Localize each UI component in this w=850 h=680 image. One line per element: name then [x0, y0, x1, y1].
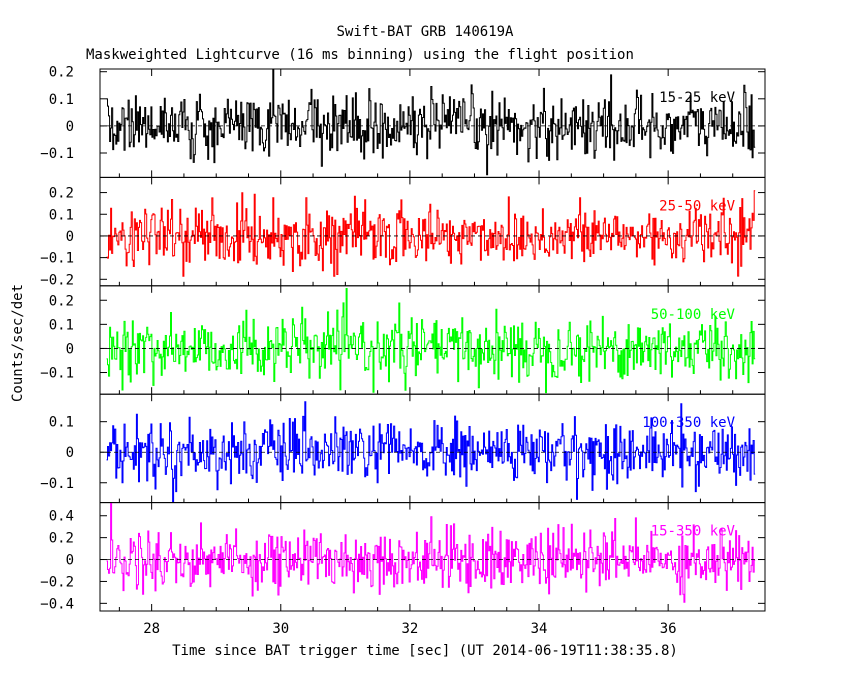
series-line-0: [106, 69, 756, 176]
panel-frame: [99, 502, 766, 612]
panel-25-50-kev: −0.2 −0.1 0 0.1 0.2 25-50 keV: [40, 176, 766, 288]
y-tick-label: −0.1: [40, 251, 74, 267]
band-label: 100-350 keV: [642, 415, 735, 431]
x-tick-label: 30: [272, 621, 289, 637]
y-tick-label: 0.1: [49, 207, 74, 223]
y-tick-label: −0.2: [40, 272, 74, 288]
y-tick-label: 0.2: [49, 65, 74, 81]
y-tick-label: −0.4: [40, 596, 74, 612]
x-tick-label: 34: [531, 621, 548, 637]
series-line-2: [106, 288, 756, 394]
x-tick-label: 28: [143, 621, 160, 637]
panel-100-350-kev: −0.1 0 0.1 100-350 keV: [40, 393, 766, 504]
y-tick-label: −0.1: [40, 476, 74, 492]
band-label: 15-350 keV: [651, 524, 736, 540]
chart-title: Swift-BAT GRB 140619A: [336, 24, 514, 40]
y-tick-label: 0: [66, 553, 74, 569]
y-tick-label: 0.4: [49, 509, 74, 525]
panel-15-25-kev: −0.1 0 0.1 0.2 15-25 keV: [40, 65, 766, 178]
y-tick-label: 0.1: [49, 92, 74, 108]
y-tick-label: −0.1: [40, 146, 74, 162]
panels-group: −0.1 0 0.1 0.2 15-25 keV −0.2 −0.1 0 0.1 0.2 25-50…: [40, 65, 766, 637]
band-label: 50-100 keV: [651, 307, 736, 323]
y-tick-label: 0.1: [49, 317, 74, 333]
panel-15-350-kev: −0.4 −0.2 0 0.2 0.4 28 30 32 34 36 15-350 keV: [40, 502, 766, 637]
x-tick-label: 36: [660, 621, 677, 637]
x-tick-label: 32: [401, 621, 418, 637]
y-tick-label: 0.1: [49, 415, 74, 431]
y-tick-label: 0: [66, 119, 74, 135]
panel-frame: [99, 68, 766, 178]
series-line-1: [106, 190, 756, 277]
y-tick-label: 0: [66, 341, 74, 357]
series-line-3: [106, 401, 756, 503]
series-line-4: [106, 502, 756, 603]
panel-50-100-kev: −0.1 0 0.1 0.2 50-100 keV: [40, 285, 766, 395]
y-tick-label: 0.2: [49, 186, 74, 202]
y-tick-label: −0.2: [40, 574, 74, 590]
y-tick-label: −0.1: [40, 366, 74, 382]
band-label: 25-50 keV: [659, 198, 735, 214]
y-axis-label: Counts/sec/det: [10, 284, 26, 402]
x-axis-label: Time since BAT trigger time [sec] (UT 20…: [172, 643, 678, 659]
y-tick-label: 0.2: [49, 531, 74, 547]
y-tick-label: 0: [66, 445, 74, 461]
chart-subtitle: Maskweighted Lightcurve (16 ms binning) …: [86, 47, 634, 63]
y-tick-label: 0.2: [49, 293, 74, 309]
band-label: 15-25 keV: [659, 90, 735, 106]
y-tick-label: 0: [66, 229, 74, 245]
